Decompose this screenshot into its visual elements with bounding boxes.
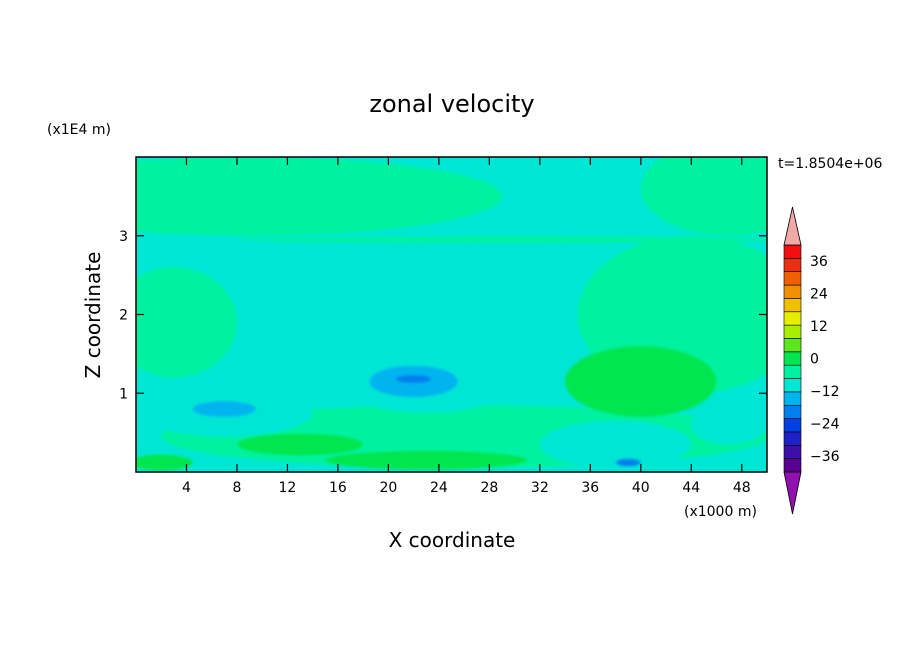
chart-title: zonal velocity	[369, 90, 534, 118]
x-tick-label: 44	[682, 480, 700, 496]
colorbar-label: 24	[810, 287, 828, 303]
colorbar-band	[783, 378, 802, 393]
contour-region	[192, 401, 256, 417]
contour-region	[136, 267, 237, 378]
colorbar-band	[783, 404, 802, 419]
colorbar-band	[783, 324, 802, 339]
colorbar-band	[783, 298, 802, 313]
colorbar-band	[783, 284, 802, 299]
y-axis-label: Z coordinate	[81, 252, 105, 379]
x-axis-ticks: 4 8 12 16 20 24 28 32 36 40 44 48	[182, 157, 751, 496]
contour-region	[565, 346, 717, 417]
x-tick-label: 32	[531, 480, 549, 496]
contour-region	[236, 433, 364, 456]
colorbar-label: 0	[810, 352, 819, 368]
y-tick-label: 3	[119, 229, 128, 245]
colorbar-label: −12	[810, 384, 840, 400]
x-tick-label: 40	[632, 480, 650, 496]
colorbar-band	[783, 351, 802, 366]
colorbar-under-triangle	[783, 471, 802, 515]
colorbar-band	[783, 311, 802, 326]
x-tick-label: 8	[232, 480, 241, 496]
contour-regions	[136, 157, 767, 471]
y-tick-label: 1	[119, 386, 128, 402]
contour-region	[325, 450, 528, 470]
y-axis-ticks: 1 2 3	[119, 229, 767, 402]
colorbar-label: −24	[810, 416, 840, 432]
x-tick-label: 12	[279, 480, 297, 496]
colorbar-band	[783, 431, 802, 446]
y-tick-label: 2	[119, 308, 128, 324]
contour-region	[136, 454, 193, 471]
contour-region	[237, 236, 767, 243]
colorbar-band	[783, 364, 802, 379]
colorbar-label: 36	[810, 254, 828, 270]
y-scale-label: (x1E4 m)	[47, 122, 111, 138]
contour-field	[136, 157, 767, 472]
x-tick-label: 4	[182, 480, 191, 496]
colorbar-band	[783, 458, 802, 473]
contour-region	[640, 157, 767, 236]
colorbar: 36 24 12 0 −12 −24 −36	[783, 206, 840, 515]
colorbar-band	[783, 418, 802, 433]
contour-region	[539, 420, 692, 469]
colorbar-band	[783, 271, 802, 286]
colorbar-band	[783, 338, 802, 353]
colorbar-band	[783, 444, 802, 459]
colorbar-over-triangle	[783, 206, 802, 246]
contour-region	[615, 458, 641, 467]
x-tick-label: 24	[430, 480, 448, 496]
x-scale-label: (x1000 m)	[684, 504, 757, 520]
x-tick-label: 20	[379, 480, 397, 496]
contour-region	[136, 157, 502, 236]
x-tick-label: 16	[329, 480, 347, 496]
x-tick-label: 48	[733, 480, 751, 496]
x-tick-label: 28	[480, 480, 498, 496]
plot-area: 4 8 12 16 20 24 28 32 36 40 44 48 123	[119, 156, 768, 496]
x-axis-label: X coordinate	[389, 528, 516, 552]
colorbar-band	[783, 258, 802, 273]
contour-region	[691, 405, 767, 445]
contour-region	[395, 375, 432, 384]
colorbar-band	[783, 244, 802, 259]
colorbar-label: −36	[810, 449, 840, 465]
colorbar-band	[783, 391, 802, 406]
time-label: t=1.8504e+06	[778, 156, 882, 172]
colorbar-label: 12	[810, 319, 828, 335]
x-tick-label: 36	[581, 480, 599, 496]
